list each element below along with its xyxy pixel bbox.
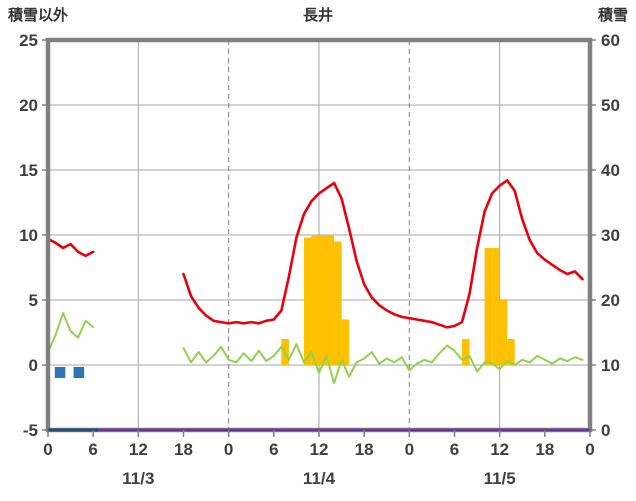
- x-tick-label: 0: [405, 440, 414, 459]
- x-tick-label: 6: [269, 440, 278, 459]
- x-tick-label: 0: [43, 440, 52, 459]
- y-right-tick-label: 40: [601, 161, 620, 180]
- y-right-tick-label: 60: [601, 31, 620, 50]
- sunshine-bars: [492, 248, 500, 365]
- y-right-tick-label: 10: [601, 356, 620, 375]
- green-line: [47, 312, 95, 353]
- y-right-tick-label: 30: [601, 226, 620, 245]
- sunshine-bars: [462, 339, 470, 365]
- x-tick-label: 12: [490, 440, 509, 459]
- x-tick-label: 0: [224, 440, 233, 459]
- green-line: [182, 343, 584, 385]
- x-date-label: 11/5: [484, 469, 516, 488]
- left-axis-title: 積雪以外: [8, 7, 69, 24]
- x-tick-label: 18: [355, 440, 374, 459]
- chart-title: 長井: [302, 7, 333, 24]
- y-left-tick-label: 5: [29, 291, 38, 310]
- y-left-tick-label: 20: [19, 96, 38, 115]
- y-right-tick-label: 20: [601, 291, 620, 310]
- y-right-tick-label: 50: [601, 96, 620, 115]
- precipitation-markers: [73, 366, 85, 378]
- sunshine-bars: [507, 339, 515, 365]
- x-tick-label: 0: [585, 440, 594, 459]
- y-left-tick-label: 0: [29, 356, 38, 375]
- x-tick-label: 18: [174, 440, 193, 459]
- red-line-temperature: [182, 179, 584, 329]
- sunshine-bars: [319, 235, 327, 365]
- x-tick-label: 6: [450, 440, 459, 459]
- y-left-tick-label: 25: [19, 31, 38, 50]
- sunshine-bars: [341, 319, 350, 365]
- sunshine-bars: [326, 235, 335, 365]
- right-axis-title: 積雪: [597, 7, 628, 24]
- sunshine-bars: [334, 241, 342, 365]
- y-left-tick-label: 10: [19, 226, 38, 245]
- x-tick-label: 12: [310, 440, 329, 459]
- precipitation-markers: [54, 366, 66, 378]
- sunshine-bars: [484, 248, 493, 365]
- x-date-label: 11/3: [122, 469, 154, 488]
- y-left-tick-label: -5: [23, 421, 38, 440]
- x-date-label: 11/4: [303, 469, 336, 488]
- sunshine-bars: [499, 300, 508, 365]
- y-right-tick-label: 0: [601, 421, 610, 440]
- sunshine-bars: [303, 237, 312, 365]
- red-line-temperature: [46, 237, 95, 258]
- x-tick-label: 6: [88, 440, 97, 459]
- sunshine-bars: [311, 235, 319, 365]
- y-left-tick-label: 15: [19, 161, 38, 180]
- x-tick-label: 18: [535, 440, 554, 459]
- x-tick-label: 12: [129, 440, 148, 459]
